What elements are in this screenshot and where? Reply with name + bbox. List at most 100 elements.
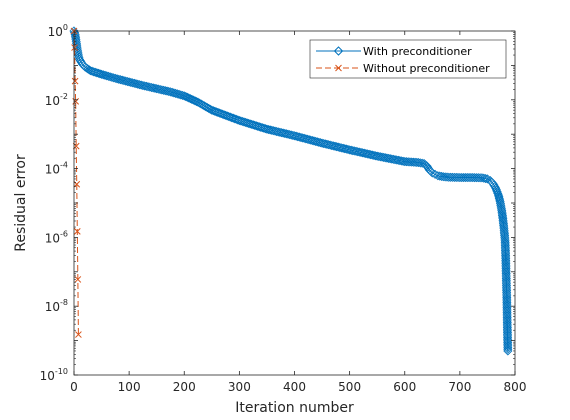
legend-marker-x-icon — [335, 64, 342, 72]
data-point — [298, 133, 308, 143]
data-point — [289, 131, 300, 141]
data-point — [87, 66, 97, 76]
data-point — [491, 183, 501, 193]
data-point — [71, 44, 78, 51]
data-point — [336, 143, 347, 153]
data-point — [299, 133, 309, 143]
data-point — [136, 80, 146, 90]
data-point — [491, 185, 501, 195]
x-tick-label: 400 — [283, 380, 306, 394]
data-point — [182, 92, 192, 102]
data-point — [153, 84, 163, 94]
data-point — [477, 173, 487, 183]
data-point — [133, 79, 143, 89]
data-point — [272, 126, 282, 137]
data-point — [167, 87, 177, 97]
data-point — [214, 108, 225, 118]
data-point — [312, 137, 322, 147]
data-point — [307, 135, 317, 146]
data-point — [346, 145, 356, 155]
data-point — [102, 71, 112, 81]
data-point — [438, 172, 448, 182]
data-point — [179, 91, 189, 101]
data-point — [497, 210, 507, 221]
data-point — [501, 284, 512, 294]
data-point — [503, 343, 513, 353]
data-point — [503, 344, 513, 354]
data-point — [332, 142, 342, 152]
y-tick-label: 10-4 — [45, 161, 68, 177]
data-point — [184, 93, 194, 103]
data-point — [256, 122, 266, 132]
data-point — [502, 286, 512, 296]
data-point — [501, 275, 511, 285]
data-point — [240, 117, 251, 128]
data-point — [501, 272, 511, 282]
data-point — [159, 85, 169, 95]
data-point — [230, 114, 240, 124]
data-point — [353, 147, 363, 157]
data-point — [302, 134, 313, 144]
data-point — [71, 77, 79, 85]
data-point — [92, 68, 102, 78]
data-point — [251, 121, 261, 131]
data-point — [224, 111, 234, 122]
data-point — [169, 88, 179, 98]
data-point — [501, 267, 511, 277]
data-point — [366, 150, 376, 160]
data-point — [119, 76, 129, 86]
data-point — [253, 121, 263, 131]
data-point — [207, 105, 217, 115]
data-point — [333, 142, 343, 152]
data-point — [286, 130, 296, 140]
data-point — [216, 109, 226, 119]
data-point — [129, 78, 139, 88]
data-point — [415, 158, 425, 168]
data-point — [231, 114, 241, 124]
data-point — [90, 67, 100, 77]
x-tick-label: 0 — [70, 380, 78, 394]
data-point — [291, 131, 301, 141]
data-point — [73, 227, 81, 235]
data-point — [110, 73, 120, 83]
data-point — [280, 128, 290, 139]
x-tick-label: 600 — [393, 380, 416, 394]
data-point — [301, 134, 311, 144]
data-point — [293, 132, 303, 142]
data-point — [309, 136, 319, 146]
y-tick-label: 10-8 — [45, 298, 68, 314]
x-axis-label: Iteration number — [235, 400, 354, 416]
data-point — [275, 127, 285, 137]
data-point — [501, 279, 511, 289]
data-point — [95, 69, 105, 79]
series-line-1 — [73, 30, 79, 335]
data-point — [254, 122, 264, 132]
x-tick-label: 300 — [228, 380, 251, 394]
data-point — [75, 331, 82, 338]
series-line-0 — [73, 30, 509, 351]
x-tick-label: 800 — [504, 380, 527, 394]
y-tick-label: 100 — [48, 23, 68, 39]
data-point — [412, 157, 422, 167]
data-point — [433, 171, 443, 181]
data-point — [430, 169, 440, 179]
data-point — [245, 119, 255, 129]
data-point — [121, 76, 131, 86]
data-point — [174, 89, 184, 99]
data-point — [367, 150, 377, 160]
data-point — [502, 289, 512, 299]
data-point — [100, 70, 110, 80]
data-point — [502, 287, 512, 297]
data-point — [185, 94, 195, 104]
data-point — [341, 144, 351, 154]
x-tick-label: 500 — [338, 380, 361, 394]
x-tick-label: 100 — [118, 380, 141, 394]
data-point — [500, 230, 510, 241]
data-point — [208, 106, 218, 116]
data-point — [501, 270, 511, 280]
data-point — [501, 280, 512, 291]
data-point — [427, 168, 437, 178]
data-point — [349, 146, 360, 156]
data-point — [219, 110, 229, 120]
data-point — [122, 76, 132, 87]
